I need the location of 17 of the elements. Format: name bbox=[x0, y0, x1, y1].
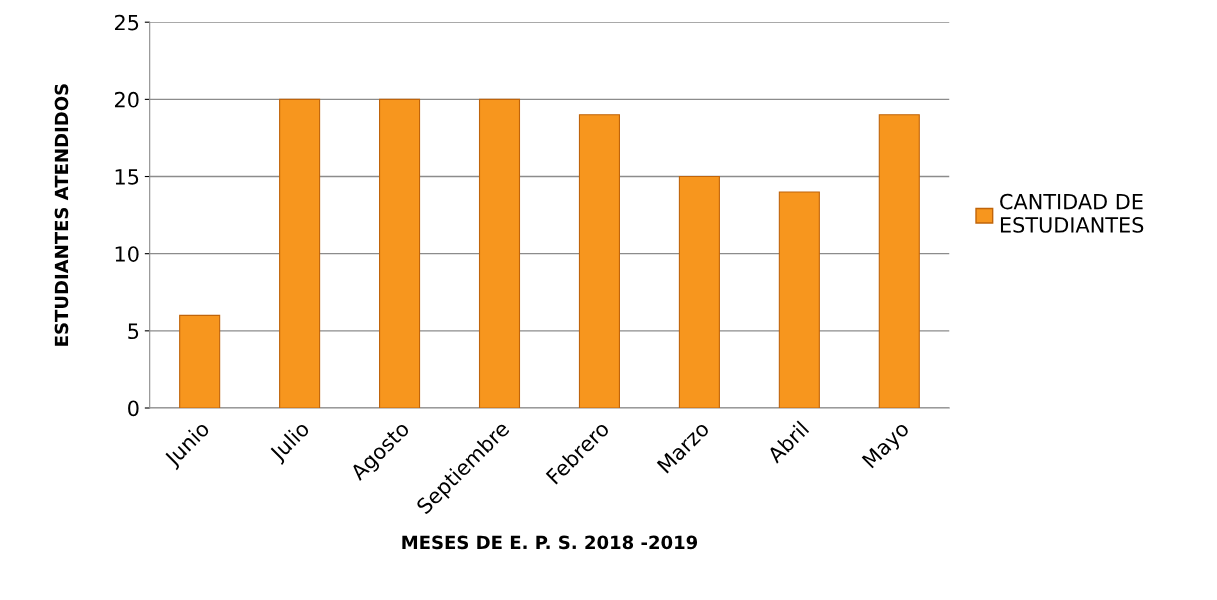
y-tick-label: 0 bbox=[128, 400, 139, 417]
y-axis-title: ESTUDIANTES ATENDIDOS bbox=[54, 84, 69, 346]
bar bbox=[379, 98, 421, 408]
y-tick-label: 15 bbox=[115, 169, 139, 185]
x-axis-title: MESES DE E. P. S. 2018 -2019 bbox=[402, 535, 698, 550]
bar bbox=[578, 114, 620, 408]
bar bbox=[778, 191, 820, 408]
bar bbox=[478, 98, 521, 408]
y-tick-label: 10 bbox=[115, 246, 139, 262]
legend-label: CANTIDAD DE ESTUDIANTES bbox=[1000, 193, 1144, 233]
bar bbox=[179, 314, 221, 408]
y-tick-label: 25 bbox=[114, 14, 139, 31]
y-tick-label: 20 bbox=[114, 91, 139, 108]
bar bbox=[878, 114, 920, 408]
y-tick-label: 5 bbox=[128, 323, 139, 340]
bar bbox=[678, 175, 720, 408]
bar bbox=[279, 98, 321, 408]
